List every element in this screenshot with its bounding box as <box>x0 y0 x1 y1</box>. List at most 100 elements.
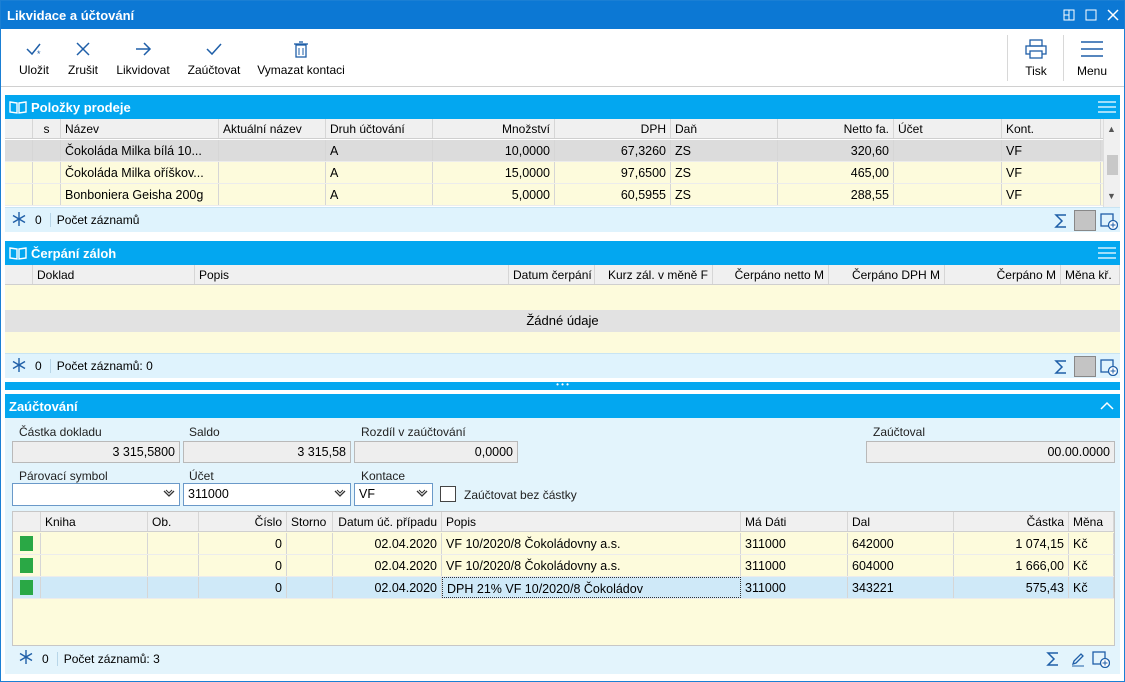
add-record-icon[interactable] <box>1098 356 1120 377</box>
column-header[interactable]: Měna kř. <box>1061 265 1120 284</box>
sum-icon[interactable] <box>1050 356 1072 377</box>
table-row[interactable]: 0 02.04.2020 VF 10/2020/8 Čokoládovny a.… <box>13 555 1114 577</box>
close-icon[interactable] <box>1102 1 1124 29</box>
cell: 288,55 <box>778 184 894 205</box>
column-header[interactable]: Čerpáno M <box>945 265 1061 284</box>
document-icon[interactable] <box>20 558 33 573</box>
column-header[interactable]: Netto fa. <box>778 119 894 138</box>
menu-button[interactable]: Menu <box>1071 29 1113 87</box>
add-record-icon[interactable] <box>1098 210 1120 231</box>
document-icon[interactable] <box>20 536 33 551</box>
post-label: Zaúčtovat <box>187 62 241 77</box>
column-header[interactable]: Má Dáti <box>741 512 848 531</box>
print-button[interactable]: Tisk <box>1015 29 1057 87</box>
advances-header[interactable]: Čerpání záloh <box>5 241 1120 265</box>
column-header[interactable]: Storno <box>287 512 333 531</box>
cancel-button[interactable]: Zrušit <box>63 29 103 87</box>
table-row[interactable]: 0 02.04.2020 VF 10/2020/8 Čokoládovny a.… <box>13 533 1114 555</box>
table-row[interactable]: Bonboniera Geisha 200g A 5,0000 60,5955 … <box>5 184 1120 206</box>
column-header[interactable]: Kurz zál. v měně F <box>595 265 713 284</box>
section-menu-icon[interactable] <box>1094 101 1120 113</box>
document-icon[interactable] <box>20 580 33 595</box>
empty-message: Žádné údaje <box>5 310 1120 332</box>
cell-focused[interactable]: DPH 21% VF 10/2020/8 Čokoládov <box>442 577 741 598</box>
collapse-icon[interactable] <box>1094 401 1120 411</box>
sum-icon[interactable] <box>1042 648 1064 669</box>
account-input[interactable]: 311000 <box>183 483 351 506</box>
cell: 604000 <box>848 555 954 576</box>
column-header[interactable] <box>5 265 33 284</box>
restore-window-icon[interactable] <box>1058 1 1080 29</box>
snowflake-icon[interactable] <box>11 211 27 230</box>
column-header[interactable] <box>13 512 41 531</box>
pattern-toggle-icon[interactable] <box>1074 210 1096 231</box>
column-header[interactable]: DPH <box>555 119 671 138</box>
column-header[interactable]: Datum úč. případu <box>333 512 442 531</box>
scroll-down-icon[interactable]: ▼ <box>1107 191 1116 201</box>
column-header[interactable]: Kniha <box>41 512 148 531</box>
advances-grid: Doklad Popis Datum čerpání Kurz zál. v m… <box>5 265 1120 353</box>
section-menu-icon[interactable] <box>1094 247 1120 259</box>
column-header[interactable]: Ob. <box>148 512 199 531</box>
cell <box>219 140 326 161</box>
sum-icon[interactable] <box>1050 210 1072 231</box>
cell <box>41 577 148 598</box>
scroll-thumb[interactable] <box>1107 155 1118 175</box>
post-button[interactable]: Zaúčtovat <box>184 29 244 87</box>
column-header[interactable]: Kont. <box>1002 119 1101 138</box>
post-without-amount-checkbox[interactable] <box>440 486 456 502</box>
cell <box>33 140 61 161</box>
liquidate-button[interactable]: Likvidovat <box>113 29 173 87</box>
table-row[interactable]: Čokoláda Milka oříškov... A 15,0000 97,6… <box>5 162 1120 184</box>
dropdown-icon[interactable] <box>415 487 429 501</box>
table-row[interactable]: Čokoláda Milka bílá 10... A 10,0000 67,3… <box>5 140 1120 162</box>
contact-label: Kontace <box>361 469 406 483</box>
contact-input[interactable]: VF <box>354 483 433 506</box>
difference-field: 0,0000 <box>354 441 518 463</box>
cancel-label: Zrušit <box>68 62 98 77</box>
column-header[interactable]: Dal <box>848 512 954 531</box>
save-label: Uložit <box>18 62 49 77</box>
cell: 0 <box>199 533 287 554</box>
add-record-icon[interactable] <box>1090 648 1112 669</box>
column-header[interactable]: Účet <box>894 119 1002 138</box>
frozen-count: 0 <box>42 651 49 666</box>
column-header[interactable]: Doklad <box>33 265 195 284</box>
column-header[interactable]: Daň <box>671 119 778 138</box>
delete-contacts-button[interactable]: Vymazat kontaci <box>255 29 347 87</box>
column-header[interactable]: Čerpáno DPH M <box>829 265 945 284</box>
column-header[interactable]: Množství <box>433 119 555 138</box>
column-header[interactable]: Název <box>61 119 219 138</box>
edit-pencil-icon[interactable] <box>1067 648 1089 669</box>
posting-header[interactable]: Zaúčtování <box>5 394 1120 418</box>
trash-icon <box>294 40 308 58</box>
pattern-toggle-icon[interactable] <box>1074 356 1096 377</box>
column-header[interactable]: Měna <box>1069 512 1114 531</box>
snowflake-icon[interactable] <box>11 357 27 376</box>
save-button[interactable]: * Uložit <box>15 29 53 87</box>
svg-text:*: * <box>37 49 41 58</box>
splitter-handle[interactable]: • • • <box>5 381 1120 390</box>
snowflake-icon[interactable] <box>18 649 34 668</box>
column-header[interactable]: Datum čerpání <box>509 265 595 284</box>
dropdown-icon[interactable] <box>162 487 176 501</box>
advances-header-row: Doklad Popis Datum čerpání Kurz zál. v m… <box>5 265 1120 285</box>
column-header[interactable]: Částka <box>954 512 1069 531</box>
column-header[interactable]: s <box>33 119 61 138</box>
sales-items-header[interactable]: Položky prodeje <box>5 95 1120 119</box>
scroll-up-icon[interactable]: ▲ <box>1107 124 1116 134</box>
column-header[interactable]: Popis <box>195 265 509 284</box>
column-header[interactable] <box>5 119 33 138</box>
toolbar-divider <box>1007 35 1008 81</box>
table-row-selected[interactable]: 0 02.04.2020 DPH 21% VF 10/2020/8 Čokolá… <box>13 577 1114 599</box>
column-header[interactable]: Čerpáno netto M <box>713 265 829 284</box>
column-header[interactable]: Druh účtování <box>326 119 433 138</box>
column-header[interactable]: Popis <box>442 512 741 531</box>
dropdown-icon[interactable] <box>333 487 347 501</box>
vertical-scrollbar[interactable]: ▲ ▼ <box>1103 119 1120 207</box>
pairing-symbol-input[interactable] <box>12 483 180 506</box>
column-header[interactable]: Číslo <box>199 512 287 531</box>
column-header[interactable]: Aktuální název <box>219 119 326 138</box>
arrow-right-icon <box>136 41 152 56</box>
maximize-icon[interactable] <box>1080 1 1102 29</box>
